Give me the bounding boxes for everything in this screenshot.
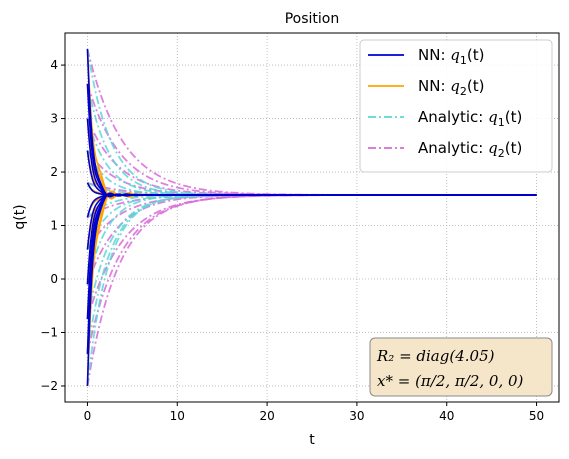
x-tick-label: 10 (170, 409, 185, 423)
legend-label: Analytic: q1(t) (418, 108, 522, 129)
y-tick-label: 4 (50, 58, 58, 72)
annotation-line-2: x* = (π/2, π/2, 0, 0) (377, 372, 524, 390)
trajectory-line (86, 194, 537, 285)
ticks: 0 10 20 30 40 50 −2 −1 0 1 2 3 4 (40, 58, 544, 423)
y-tick-label: −1 (40, 325, 58, 339)
y-tick-label: 1 (50, 219, 58, 233)
y-tick-label: 0 (50, 272, 58, 286)
axes-frame (64, 32, 560, 403)
chart-title: Position (285, 11, 340, 27)
x-tick-label: 30 (349, 409, 364, 423)
legend-label: NN: q1(t) (418, 46, 484, 67)
x-tick-label: 40 (439, 409, 454, 423)
series-1 (86, 49, 537, 386)
legend-box (359, 39, 553, 173)
series-layer (86, 48, 537, 387)
y-tick-label: 3 (50, 112, 58, 126)
legend: NN: q1(t) NN: q2(t) Analytic: q1(t) Analyti… (359, 39, 553, 173)
y-axis-label: q(t) (12, 204, 28, 229)
x-tick-label: 50 (529, 409, 544, 423)
annotation-box: R₂ = diag(4.05) x* = (π/2, π/2, 0, 0) (369, 337, 553, 397)
x-tick-label: 0 (84, 409, 92, 423)
legend-label: NN: q2(t) (418, 77, 484, 98)
x-axis-label: t (309, 432, 315, 448)
annotation-background (369, 337, 553, 397)
annotation-line-1: R₂ = diag(4.05) (376, 347, 495, 365)
y-tick-label: 2 (50, 165, 58, 179)
legend-label: Analytic: q2(t) (418, 139, 522, 160)
x-tick-label: 20 (259, 409, 274, 423)
y-tick-label: −2 (40, 379, 58, 393)
trajectory-line (86, 192, 537, 386)
trajectory-line (86, 83, 537, 196)
